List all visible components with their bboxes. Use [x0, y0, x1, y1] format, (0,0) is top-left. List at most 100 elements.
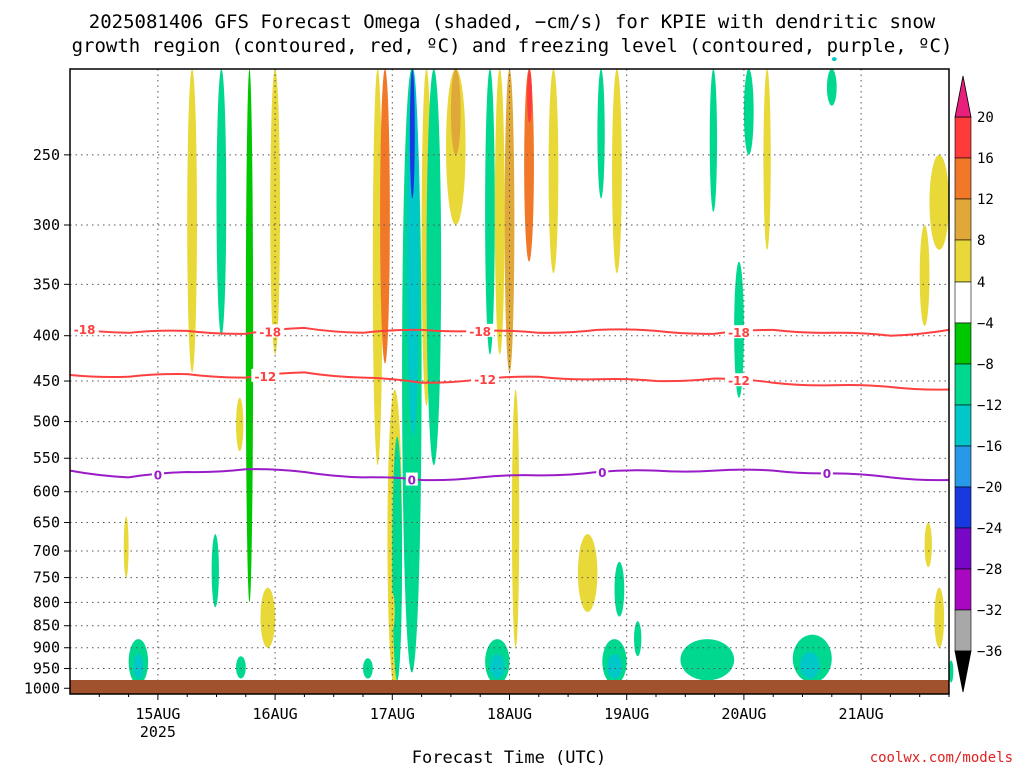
contour-label--12-2: -12	[728, 374, 750, 388]
omega-region-24	[597, 69, 605, 199]
colorbar-label-1: 16	[977, 151, 994, 167]
omega-region-32	[709, 69, 718, 212]
contour-label-bg-0-3	[820, 466, 833, 480]
contour-label-bg-0-1	[405, 472, 418, 486]
omega-region-53	[949, 660, 954, 683]
omega-region-23	[548, 68, 559, 274]
colorbar-label-8: −16	[977, 439, 1002, 455]
colorbar-label-4: 4	[977, 275, 985, 291]
colorbar-swatch-2	[954, 198, 972, 241]
omega-region-5	[236, 397, 244, 452]
contour-label--12-1: -12	[474, 373, 496, 387]
omega-region-36	[389, 592, 395, 631]
chart-title-line2: growth region (contoured, red, ºC) and f…	[72, 35, 953, 57]
credit-text[interactable]: coolwx.com/models	[870, 750, 1013, 766]
x-tick-sublabel-15AUG: 2025	[140, 723, 176, 741]
omega-region-19	[504, 69, 515, 373]
y-tick-label-700: 700	[33, 542, 60, 560]
omega-region-6	[372, 68, 383, 466]
x-tick-label-20AUG: 20AUG	[721, 705, 766, 723]
omega-region-11	[406, 69, 420, 437]
omega-region-22	[527, 69, 532, 123]
y-tick-label-500: 500	[33, 413, 60, 431]
x-tick-label-19AUG: 19AUG	[604, 705, 649, 723]
omega-region-33	[763, 69, 771, 250]
colorbar-label-3: 8	[977, 233, 985, 249]
omega-region-29	[929, 154, 949, 250]
y-tick-label-950: 950	[33, 660, 60, 678]
omega-region-27	[826, 69, 837, 106]
colorbar-swatch-7	[954, 404, 972, 447]
omega-region-34	[123, 516, 129, 578]
omega-region-43	[133, 654, 144, 679]
colorbar-swatch-9	[954, 486, 972, 529]
omega-region-4	[260, 587, 276, 648]
omega-region-37	[577, 534, 598, 612]
y-axis-pressure: 250 300 350 400 450 500 550 600 650 700 750 800 850 9…	[24, 146, 70, 697]
omega-region-35	[211, 534, 219, 608]
y-tick-label-300: 300	[33, 216, 60, 234]
y-tick-label-1000: 1000	[24, 679, 60, 697]
omega-region-47	[489, 654, 505, 679]
contour-label-bg--18-1	[256, 324, 285, 338]
omega-region-40	[924, 522, 932, 568]
temperature-contours: -18 -18 -18 -18 -12 -12 -12 0 0 0 0	[69, 322, 950, 488]
y-tick-label-600: 600	[33, 483, 60, 501]
omega-region-14	[426, 68, 442, 466]
colorbar-bottom-arrow	[954, 650, 972, 693]
omega-region-41	[934, 587, 945, 648]
contour-line-0	[69, 468, 950, 482]
omega-region-26	[743, 69, 754, 155]
omega-region-49	[607, 654, 622, 679]
x-axis-label: Forecast Time (UTC)	[412, 748, 606, 768]
omega-region-9	[392, 436, 403, 681]
omega-region-17	[485, 69, 495, 355]
contour-label-bg--18-0	[70, 322, 99, 336]
contour-label-0-2: 0	[598, 466, 606, 480]
y-tick-label-750: 750	[33, 569, 60, 587]
colorbar-label-10: −24	[977, 521, 1002, 537]
x-tick-label-17AUG: 17AUG	[370, 705, 415, 723]
y-tick-label-400: 400	[33, 327, 60, 345]
colorbar-label-9: −20	[977, 480, 1002, 496]
omega-region-16	[450, 69, 461, 155]
y-tick-label-800: 800	[33, 593, 60, 611]
omega-shading-layer	[123, 57, 954, 689]
contour-label-0-3: 0	[823, 467, 831, 481]
y-tick-label-350: 350	[33, 275, 60, 293]
omega-region-18	[494, 69, 505, 355]
contour-label-0-0: 0	[154, 469, 162, 483]
ground-surface	[70, 680, 949, 694]
colorbar-swatch-6	[954, 363, 972, 406]
colorbar-label-11: −28	[977, 562, 1002, 578]
colorbar-swatch-5	[954, 322, 972, 365]
x-tick-label-18AUG: 18AUG	[487, 705, 532, 723]
contour-label-bg--12-2	[725, 373, 754, 387]
contour-label-bg--12-0	[251, 368, 280, 382]
omega-region-28	[831, 57, 837, 62]
omega-region-52	[800, 651, 820, 679]
colorbar-label-2: 12	[977, 192, 994, 208]
omega-region-7	[380, 69, 390, 364]
contour-label-0-1: 0	[408, 474, 416, 488]
colorbar-label-13: −36	[977, 644, 1002, 660]
y-tick-label-550: 550	[33, 449, 60, 467]
omega-region-21	[524, 68, 534, 262]
colorbar-top-arrow	[954, 75, 972, 118]
contour-label--18-3: -18	[728, 326, 750, 340]
colorbar-label-6: −8	[977, 357, 994, 373]
colorbar-swatch-0	[954, 116, 972, 159]
contour-label--18-2: -18	[469, 325, 491, 339]
colorbar-swatch-3	[954, 239, 972, 283]
omega-region-0	[187, 69, 197, 373]
omega-region-39	[634, 621, 642, 657]
contour-label--18-1: -18	[259, 325, 281, 339]
colorbar-label-12: −32	[977, 603, 1002, 619]
colorbar-swatch-11	[954, 568, 972, 611]
y-tick-label-900: 900	[33, 639, 60, 657]
contour-line--18	[69, 326, 950, 337]
omega-region-30	[919, 225, 930, 326]
omega-region-50	[680, 639, 735, 681]
